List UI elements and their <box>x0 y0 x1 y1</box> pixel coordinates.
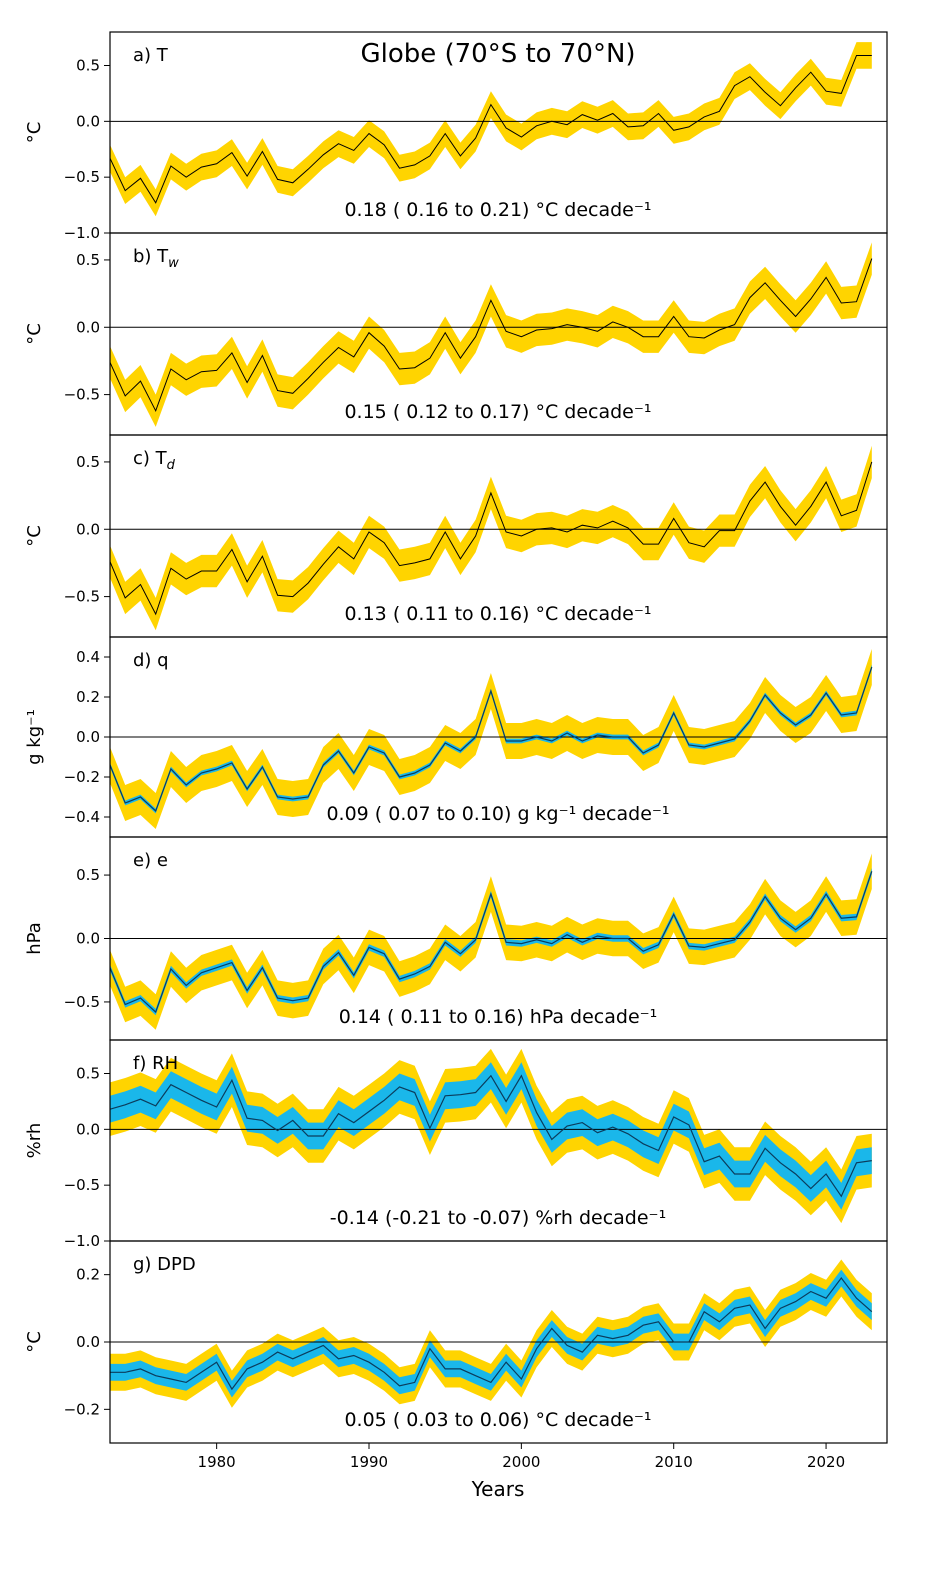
ytick-label-q: −0.2 <box>64 768 100 786</box>
ytick-label-q: 0.2 <box>76 688 100 706</box>
ytick-label-Tw: 0.0 <box>76 318 100 336</box>
panel-label-subscript: d <box>167 458 176 473</box>
ylabel-T: °C <box>24 122 45 144</box>
ytick-label-RH: 0.0 <box>76 1120 100 1138</box>
ytick-label-DPD: 0.0 <box>76 1333 100 1351</box>
ytick-label-Td: 0.5 <box>76 453 100 471</box>
ytick-label-Td: 0.0 <box>76 520 100 538</box>
ylabel-RH: %rh <box>24 1123 45 1159</box>
ytick-label-RH: 0.5 <box>76 1065 100 1083</box>
outer-band-Tw <box>110 242 872 427</box>
panel-label-T: a) T <box>133 45 169 66</box>
panel-label-main: a) T <box>133 45 169 66</box>
panel-label-main: c) T <box>133 448 168 469</box>
x-axis-label: Years <box>471 1477 525 1501</box>
outer-band-Td <box>110 445 872 631</box>
ytick-label-q: 0.4 <box>76 648 100 666</box>
ytick-label-T: 0.0 <box>76 112 100 130</box>
xtick-label: 2000 <box>502 1453 540 1471</box>
trend-label-Tw: 0.15 ( 0.12 to 0.17) °C decade⁻¹ <box>344 401 651 423</box>
series-line-RH <box>110 1074 872 1198</box>
series-line-T <box>110 55 872 204</box>
panel-label-main: g) DPD <box>133 1254 196 1275</box>
ytick-label-DPD: 0.2 <box>76 1266 100 1284</box>
trend-label-T: 0.18 ( 0.16 to 0.21) °C decade⁻¹ <box>344 199 651 221</box>
ytick-label-e: −0.5 <box>64 993 100 1011</box>
ytick-label-T: −0.5 <box>64 168 100 186</box>
ylabel-Td: °C <box>24 525 45 547</box>
trend-label-DPD: 0.05 ( 0.03 to 0.06) °C decade⁻¹ <box>344 1409 651 1431</box>
panel-label-q: d) q <box>133 650 169 671</box>
xtick-label: 1990 <box>350 1453 388 1471</box>
panel-label-e: e) e <box>133 850 168 871</box>
panel-label-subscript: w <box>168 256 179 271</box>
panel-label-DPD: g) DPD <box>133 1254 196 1275</box>
ytick-label-Tw: −0.5 <box>64 386 100 404</box>
outer-band-e <box>110 853 872 1030</box>
ytick-label-T: −1.0 <box>64 224 100 242</box>
ylabel-q: g kg⁻¹ <box>24 709 45 765</box>
ytick-label-e: 0.0 <box>76 930 100 948</box>
panel-label-main: e) e <box>133 850 168 871</box>
trend-label-Td: 0.13 ( 0.11 to 0.16) °C decade⁻¹ <box>344 603 651 625</box>
panel-label-RH: f) RH <box>133 1053 178 1074</box>
series-line-DPD <box>110 1277 873 1391</box>
ytick-label-q: 0.0 <box>76 728 100 746</box>
outer-band-DPD <box>110 1259 872 1408</box>
trend-label-q: 0.09 ( 0.07 to 0.10) g kg⁻¹ decade⁻¹ <box>326 803 669 825</box>
outer-band-T <box>110 42 872 217</box>
outer-band-q <box>110 649 872 829</box>
ytick-label-T: 0.5 <box>76 57 100 75</box>
panel-label-main: f) RH <box>133 1053 178 1074</box>
trend-label-RH: -0.14 (-0.21 to -0.07) %rh decade⁻¹ <box>330 1207 666 1229</box>
inner-band-e <box>110 868 872 1016</box>
series-line-Td <box>110 461 873 616</box>
series-line-Tw <box>110 258 873 413</box>
panel-label-Tw: b) Tw <box>133 246 179 271</box>
ytick-label-q: −0.4 <box>64 808 100 826</box>
ytick-label-RH: −0.5 <box>64 1176 100 1194</box>
ytick-label-DPD: −0.2 <box>64 1400 100 1418</box>
series-line-e <box>110 871 873 1014</box>
ylabel-DPD: °C <box>24 1331 45 1353</box>
series-line-q <box>110 666 873 813</box>
ylabel-e: hPa <box>24 922 45 954</box>
ytick-label-RH: −1.0 <box>64 1232 100 1250</box>
panel-label-main: d) q <box>133 650 169 671</box>
ytick-label-e: 0.5 <box>76 866 100 884</box>
xtick-label: 2020 <box>807 1453 845 1471</box>
xtick-label: 2010 <box>655 1453 693 1471</box>
panel-label-Td: c) Td <box>133 448 176 473</box>
inner-band-DPD <box>110 1269 872 1398</box>
xtick-label: 1980 <box>198 1453 236 1471</box>
trend-label-e: 0.14 ( 0.11 to 0.16) hPa decade⁻¹ <box>339 1006 658 1028</box>
chart-title: Globe (70°S to 70°N) <box>360 39 635 69</box>
ylabel-Tw: °C <box>24 323 45 345</box>
ytick-label-Tw: 0.5 <box>76 251 100 269</box>
panel-label-main: b) T <box>133 246 169 267</box>
ytick-label-Td: −0.5 <box>64 588 100 606</box>
